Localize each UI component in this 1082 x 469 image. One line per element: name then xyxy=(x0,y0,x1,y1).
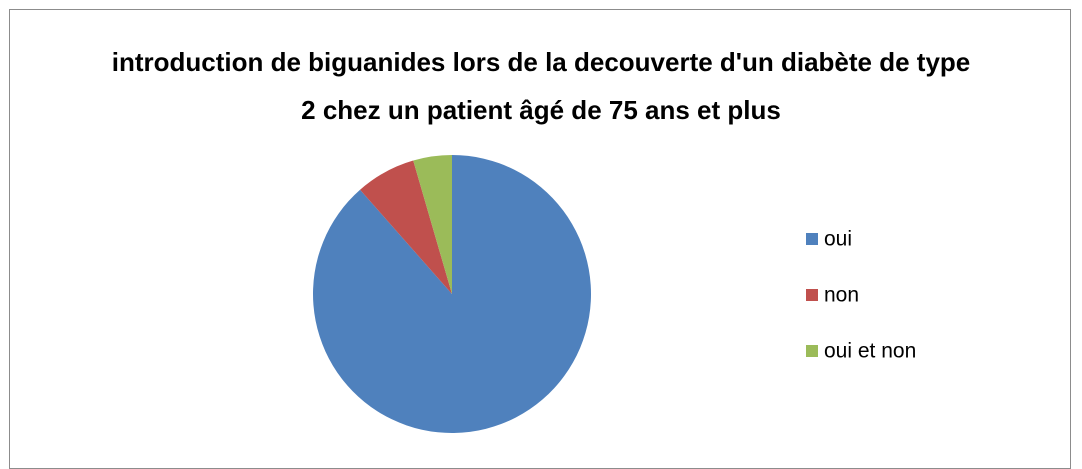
chart: oui non oui et non xyxy=(312,155,916,434)
legend-label: oui xyxy=(824,228,852,251)
legend-label: oui et non xyxy=(824,340,916,363)
pie-slice xyxy=(413,155,452,294)
legend-swatch xyxy=(806,233,818,245)
chart-title: introduction de biguanides lors de la de… xyxy=(111,47,971,125)
legend-label: non xyxy=(824,284,859,307)
pie-slice xyxy=(360,160,452,294)
legend-swatch xyxy=(806,345,818,357)
page: introduction de biguanides lors de la de… xyxy=(9,9,1071,469)
legend-swatch xyxy=(806,289,818,301)
